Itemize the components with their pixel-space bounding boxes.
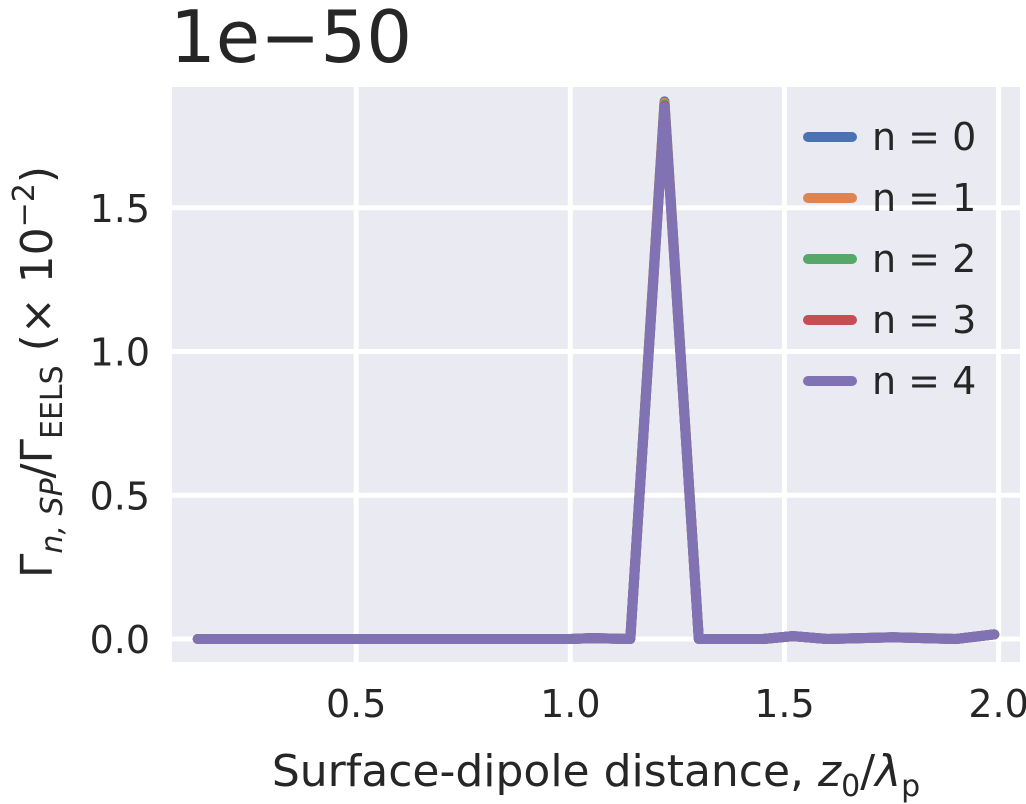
legend-label: n = 4: [872, 359, 976, 403]
x-tick-label: 1.5: [754, 682, 814, 726]
y-tick-label: 1.5: [90, 187, 150, 231]
legend-label: n = 2: [872, 237, 976, 281]
y-tick-labels: 0.0 0.5 1.0 1.5: [90, 187, 150, 662]
legend-label: n = 1: [872, 176, 976, 220]
y-tick-label: 0.0: [90, 618, 150, 662]
legend-label: n = 0: [872, 115, 976, 159]
y-tick-label: 1.0: [90, 331, 150, 375]
offset-text: 1e−50: [170, 0, 412, 79]
legend-label: n = 3: [872, 298, 976, 342]
x-axis-label: Surface-dipole distance, z0/λp: [272, 746, 920, 804]
plot-area: [172, 87, 1020, 662]
series-lines: [192, 96, 1000, 644]
legend: n = 0 n = 1 n = 2 n = 3 n = 4: [803, 115, 976, 403]
x-tick-labels: 0.5 1.0 1.5 2.0: [326, 682, 1026, 726]
x-tick-label: 2.0: [968, 682, 1026, 726]
x-tick-label: 1.0: [540, 682, 600, 726]
series-line-n4: [192, 102, 1000, 644]
y-tick-label: 0.5: [90, 474, 150, 518]
x-tick-label: 0.5: [326, 682, 386, 726]
grid: [172, 87, 1020, 662]
y-axis-label: Γn, SP/ΓEELS (× 10−2): [7, 166, 70, 578]
